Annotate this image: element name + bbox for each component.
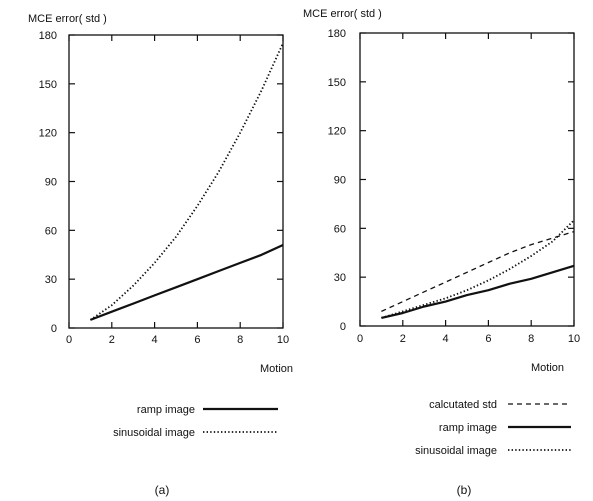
y-tick-label: 0 <box>51 323 57 335</box>
plot-frame-a <box>68 34 284 329</box>
x-tick-label: 4 <box>443 333 449 345</box>
x-tick-label: 2 <box>109 334 115 346</box>
panel-label-b: (b) <box>457 483 472 497</box>
ylabel-b: MCE error( std ) <box>303 8 382 20</box>
x-tick-label: 10 <box>568 333 580 345</box>
x-tick-label: 10 <box>277 334 289 346</box>
plot-frame-b <box>359 32 575 327</box>
y-tick-label: 90 <box>45 177 57 189</box>
x-tick-label: 8 <box>528 333 534 345</box>
xlabel-a: Motion <box>260 363 293 375</box>
ylabel-a: MCE error( std ) <box>28 13 107 25</box>
y-tick-label: 60 <box>45 225 57 237</box>
y-tick-label: 120 <box>328 126 346 138</box>
x-tick-label: 2 <box>400 333 406 345</box>
xticks-b: 0 2 4 6 8 10 <box>357 33 580 345</box>
lines-a <box>89 42 284 321</box>
legend-b: calcutated std ramp image sinusoidal image <box>415 399 571 457</box>
series-line-dashed <box>381 230 575 312</box>
x-tick-label: 0 <box>357 333 363 345</box>
panel-label-a: (a) <box>155 483 170 497</box>
lines-b <box>381 219 575 319</box>
series-line-dotted <box>89 42 284 321</box>
panel-a: MCE error( std ) Motion 0 2 4 6 8 10 0 30 60 90 1… <box>28 13 293 497</box>
legend-label: ramp image <box>439 422 497 434</box>
yticks-b: 0 30 60 90 120 150 180 <box>328 28 574 333</box>
panel-b: MCE error( std ) Motion 0 2 4 6 8 10 0 30 60 90 1… <box>303 8 580 497</box>
yticks-a: 0 30 60 90 120 150 180 <box>39 30 283 335</box>
x-tick-label: 6 <box>485 333 491 345</box>
series-line-solid <box>90 243 284 321</box>
y-tick-label: 180 <box>39 30 57 42</box>
y-tick-label: 90 <box>334 175 346 187</box>
legend-a: ramp image sinusoidal image <box>113 404 278 439</box>
legend-label: sinusoidal image <box>113 427 195 439</box>
xlabel-b: Motion <box>531 362 564 374</box>
y-tick-label: 60 <box>334 223 346 235</box>
series-line-solid <box>381 264 575 319</box>
y-tick-label: 150 <box>39 79 57 91</box>
series-line-dotted <box>381 219 575 319</box>
y-tick-label: 180 <box>328 28 346 40</box>
legend-label: sinusoidal image <box>415 445 497 457</box>
y-tick-label: 30 <box>45 274 57 286</box>
y-tick-label: 150 <box>328 77 346 89</box>
x-tick-label: 4 <box>152 334 158 346</box>
legend-label: ramp image <box>137 404 195 416</box>
x-tick-label: 6 <box>194 334 200 346</box>
y-tick-label: 0 <box>340 321 346 333</box>
y-tick-label: 30 <box>334 272 346 284</box>
legend-label: calcutated std <box>429 399 497 411</box>
xticks-a: 0 2 4 6 8 10 <box>66 35 289 346</box>
y-tick-label: 120 <box>39 128 57 140</box>
x-tick-label: 0 <box>66 334 72 346</box>
x-tick-label: 8 <box>237 334 243 346</box>
